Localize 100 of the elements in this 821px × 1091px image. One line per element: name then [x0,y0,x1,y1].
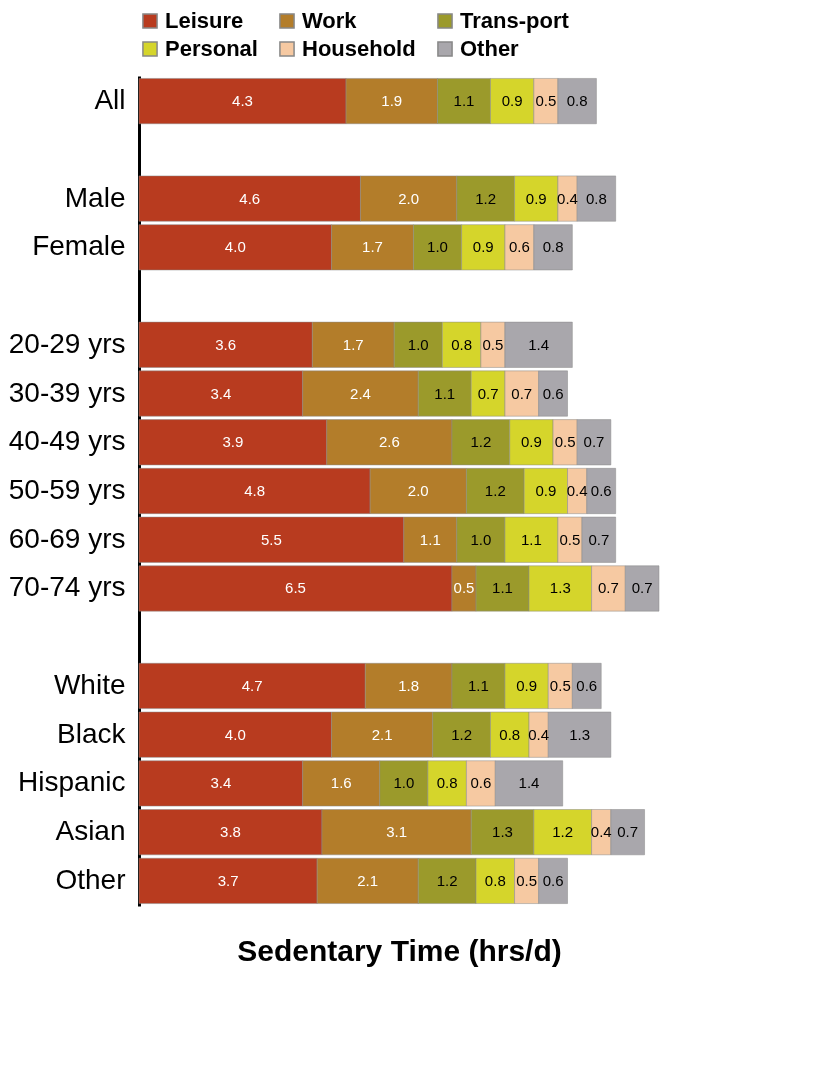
data-label: 1.4 [518,774,540,792]
data-label: 4.0 [224,725,246,743]
data-label: 0.9 [535,482,557,499]
data-label: 0.6 [508,238,530,256]
legend-label: Trans-port [460,8,570,33]
data-label: 0.8 [566,92,588,110]
data-label: 0.9 [472,238,494,256]
data-label: 2.1 [357,871,379,889]
data-label: 0.7 [598,579,619,597]
data-label: 0.4 [566,482,588,499]
data-label: 0.7 [617,823,639,841]
legend-label: Household [302,36,416,61]
data-label: 2.1 [371,725,393,743]
data-label: 0.6 [576,676,598,694]
data-label: 0.7 [588,530,610,548]
y-tick-label: White [53,668,126,700]
legend-label: Personal [165,36,258,61]
data-label: 0.4 [528,725,550,743]
legend-label: Work [302,8,358,33]
data-label: 0.6 [542,384,564,402]
y-tick-label: Female [32,230,126,262]
data-label: 2.0 [407,482,429,499]
data-label: 3.1 [386,823,408,841]
data-label: 0.6 [590,482,612,499]
data-label: 0.7 [477,384,499,402]
y-tick-label: Black [57,717,127,749]
data-label: 1.7 [362,238,383,256]
data-label: 0.7 [511,384,533,402]
data-label: 1.9 [381,92,403,110]
data-label: 1.2 [470,433,492,451]
data-label: 0.6 [470,774,492,792]
data-label: 3.4 [210,384,232,402]
data-label: 0.5 [482,335,504,353]
y-tick-label: All [94,84,126,116]
data-label: 0.5 [516,871,538,889]
data-label: 0.5 [554,433,576,451]
data-label: 0.9 [516,676,538,694]
data-label: 2.6 [378,433,400,451]
data-label: 1.2 [451,725,473,743]
x-axis-title: Sedentary Time (hrs/d) [237,933,562,967]
data-label: 3.8 [220,823,241,841]
data-label: 3.9 [222,433,244,451]
data-label: 1.0 [470,530,492,548]
data-label: 1.1 [468,676,489,694]
data-label: 0.6 [542,871,564,889]
data-label: 2.0 [398,189,420,207]
data-label: 0.8 [585,189,607,207]
data-label: 0.4 [557,189,578,207]
data-label: 1.1 [434,384,456,402]
legend-label: Other [460,36,520,61]
data-label: 1.1 [419,530,441,548]
data-label: 6.5 [285,579,306,597]
data-label: 4.8 [244,482,265,499]
data-label: 3.7 [217,871,239,889]
data-label: 0.5 [535,92,557,110]
data-label: 1.8 [398,676,420,694]
data-label: 1.2 [484,482,506,499]
data-label: 1.1 [453,92,475,110]
y-tick-label: Other [55,863,126,895]
data-label: 1.2 [436,871,458,889]
y-tick-label: Asian [55,815,126,847]
y-tick-label: 20-29 yrs [8,327,126,359]
data-label: 1.3 [492,823,513,841]
data-label: 4.0 [224,238,246,256]
data-label: 3.4 [210,774,232,792]
data-label: 1.3 [569,725,590,743]
data-label: 1.3 [549,579,571,597]
y-tick-label: 40-49 yrs [8,425,126,457]
data-label: 0.8 [451,335,473,353]
data-label: 0.5 [453,579,475,597]
legend-label: Leisure [165,8,244,33]
data-label: 0.7 [583,433,605,451]
y-tick-label: Male [64,181,126,213]
data-label: 5.5 [260,530,282,548]
data-label: 0.9 [501,92,523,110]
data-label: 2.4 [350,384,371,402]
data-label: 4.7 [241,676,263,694]
data-label: 1.2 [475,189,497,207]
y-tick-label: 70-74 yrs [8,571,126,603]
data-label: 1.0 [427,238,448,256]
data-label: 0.5 [559,530,581,548]
data-label: 1.4 [528,335,550,353]
data-label: 1.7 [342,335,364,353]
data-label: 0.9 [520,433,542,451]
data-label: 1.0 [407,335,429,353]
data-label: 4.6 [239,189,261,207]
y-tick-label: Hispanic [18,766,126,798]
data-label: 1.0 [393,774,415,792]
data-label: 0.4 [590,823,612,841]
y-tick-label: 30-39 yrs [8,376,126,408]
y-tick-label: 50-59 yrs [8,474,126,505]
y-tick-label: 60-69 yrs [8,522,126,554]
data-label: 1.2 [552,823,574,841]
data-label: 0.7 [631,579,653,597]
data-label: 0.8 [542,238,564,256]
data-label: 1.1 [492,579,513,597]
data-label: 1.1 [520,530,542,548]
data-label: 0.9 [525,189,547,207]
data-label: 0.8 [484,871,506,889]
data-label: 0.8 [499,725,521,743]
